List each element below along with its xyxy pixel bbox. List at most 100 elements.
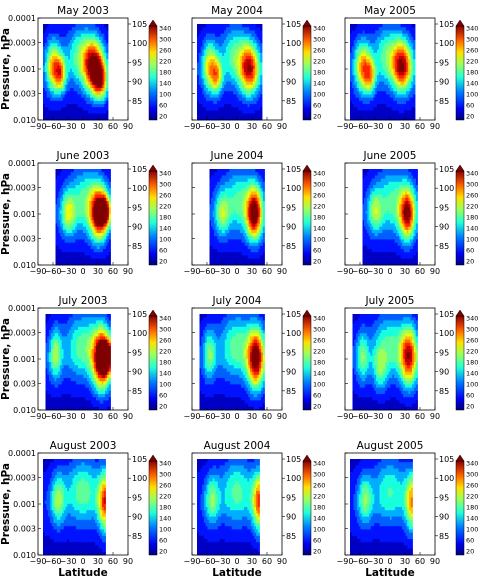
field-cell [222,62,225,66]
field-cell [46,84,49,89]
field-cell [197,100,200,105]
field-cell [364,68,367,73]
field-cell [258,75,261,79]
field-cell [229,84,232,89]
field-cell [79,59,82,63]
field-cell [79,258,82,263]
field-cell [77,27,80,31]
field-cell [75,68,78,73]
field-cell [100,40,103,44]
field-cell [211,46,214,50]
field-cell [251,36,254,41]
field-cell [91,43,94,47]
field-cell [209,56,212,60]
field-cell [227,229,230,234]
field-cell [252,84,256,89]
field-cell [52,36,55,41]
field-cell [218,252,221,256]
field-cell [87,223,90,227]
field-cell [362,78,365,82]
field-cell [238,36,241,41]
field-cell [102,226,105,231]
field-cell [82,27,85,31]
field-cell [368,97,371,102]
field-cell [79,178,82,183]
field-cell [360,46,364,50]
field-cell [91,59,94,63]
field-cell [77,65,80,70]
altitude-tick-label: 90 [439,78,449,87]
field-cell [72,188,75,192]
field-cell [395,94,398,98]
field-cell [98,49,102,54]
field-cell [369,62,373,66]
field-cell [218,201,221,205]
field-cell [369,81,373,86]
field-cell [353,84,356,89]
field-cell [409,40,412,44]
field-cell [407,33,410,38]
field-cell [378,97,382,102]
field-cell [95,188,98,192]
field-cell [230,185,233,189]
field-cell [78,185,81,189]
x-tick-label: 90 [277,122,287,131]
field-cell [353,78,356,82]
field-cell [211,110,214,114]
field-cell [230,210,233,215]
field-cell [247,100,250,105]
field-cell [89,249,92,253]
field-cell [80,72,84,76]
field-cell [226,191,229,195]
field-cell [95,65,98,70]
field-cell [78,223,81,227]
field-cell [229,204,232,208]
field-cell [53,68,57,73]
field-cell [411,43,414,47]
field-cell [57,88,60,92]
field-cell [384,91,387,95]
field-cell [222,59,225,63]
field-cell [99,181,102,186]
field-cell [357,91,360,95]
field-cell [350,27,353,31]
field-cell [197,40,200,44]
field-cell [75,191,78,195]
field-cell [102,239,105,243]
field-cell [97,104,100,108]
field-cell [70,75,73,79]
field-cell [371,46,374,50]
field-cell [204,110,207,114]
field-cell [357,68,360,73]
field-cell [407,100,410,105]
field-cell [70,110,73,114]
field-cell [233,110,236,114]
field-cell [52,113,55,118]
field-cell [214,213,217,218]
field-cell [240,68,243,73]
field-cell [93,249,96,253]
field-cell [357,24,360,28]
field-cell [83,242,85,247]
field-cell [66,107,69,111]
field-cell [256,94,259,98]
field-cell [227,33,230,38]
colorbar-extend-arrow [148,164,158,172]
field-cell [76,239,79,243]
field-cell [59,65,62,70]
field-cell [357,65,360,70]
field-cell [64,100,67,105]
field-cell [350,75,353,79]
field-cell [378,72,382,76]
field-cell [221,245,224,250]
field-cell [220,72,223,76]
field-cell [351,75,355,79]
field-cell [258,97,261,102]
field-cell [260,27,263,31]
field-cell [70,217,73,221]
field-cell [222,75,225,79]
field-cell [88,40,91,44]
field-cell [233,78,236,82]
field-cell [391,36,394,41]
field-cell [95,84,98,89]
